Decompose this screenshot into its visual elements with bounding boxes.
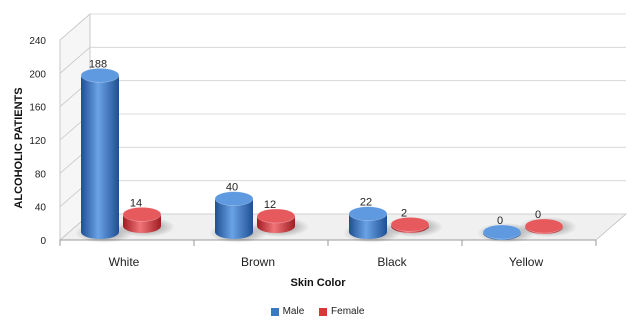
legend-swatch-male xyxy=(270,307,279,316)
bar-cap xyxy=(214,191,254,206)
legend-swatch-female xyxy=(319,307,328,316)
bar-female-brown xyxy=(251,208,309,237)
data-label: 12 xyxy=(264,199,276,211)
gridline-side xyxy=(59,47,91,74)
y-tick-label: 0 xyxy=(40,236,46,247)
y-tick-label: 40 xyxy=(35,203,47,214)
bar-body xyxy=(349,213,387,239)
x-tick-label: White xyxy=(109,255,140,269)
bar-male-yellow xyxy=(477,223,535,243)
legend-item-male: Male xyxy=(270,306,305,317)
bar-female-white xyxy=(117,207,175,237)
bar-cap xyxy=(390,217,430,232)
bar-male-brown xyxy=(209,191,267,243)
data-label: 0 xyxy=(535,209,541,221)
bar-body xyxy=(215,198,253,239)
data-label: 40 xyxy=(226,182,238,194)
data-label: 0 xyxy=(497,215,503,227)
data-label: 14 xyxy=(130,197,142,209)
bar-cap xyxy=(524,218,564,234)
y-axis-title: ALCOHOLIC PATIENTS xyxy=(13,87,25,208)
data-label: 22 xyxy=(360,197,372,209)
legend-label-female: Female xyxy=(331,306,365,317)
x-axis-title: Skin Color xyxy=(290,277,346,289)
data-label: 188 xyxy=(89,58,107,70)
legend-item-female: Female xyxy=(319,306,364,317)
bar-cap xyxy=(256,208,296,224)
y-tick-label: 160 xyxy=(29,103,46,114)
gridline-side xyxy=(59,13,91,41)
legend-label-male: Male xyxy=(282,306,305,317)
x-tick-label: Yellow xyxy=(509,255,544,269)
x-tick-label: Black xyxy=(377,255,407,269)
bar-female-yellow xyxy=(519,217,577,237)
bar-cap xyxy=(482,224,522,240)
bar-body xyxy=(81,75,119,239)
bar-cap xyxy=(80,68,120,83)
bar-female-black xyxy=(385,217,443,237)
bar-cap xyxy=(122,207,162,222)
data-label: 2 xyxy=(401,207,407,219)
legend: Male Female xyxy=(0,306,635,319)
y-tick-label: 80 xyxy=(35,169,47,180)
y-tick-label: 240 xyxy=(29,36,46,47)
y-tick-label: 200 xyxy=(29,69,46,80)
y-tick-label: 120 xyxy=(29,136,46,147)
bar-cap xyxy=(348,206,388,221)
x-tick-label: Brown xyxy=(241,255,275,269)
